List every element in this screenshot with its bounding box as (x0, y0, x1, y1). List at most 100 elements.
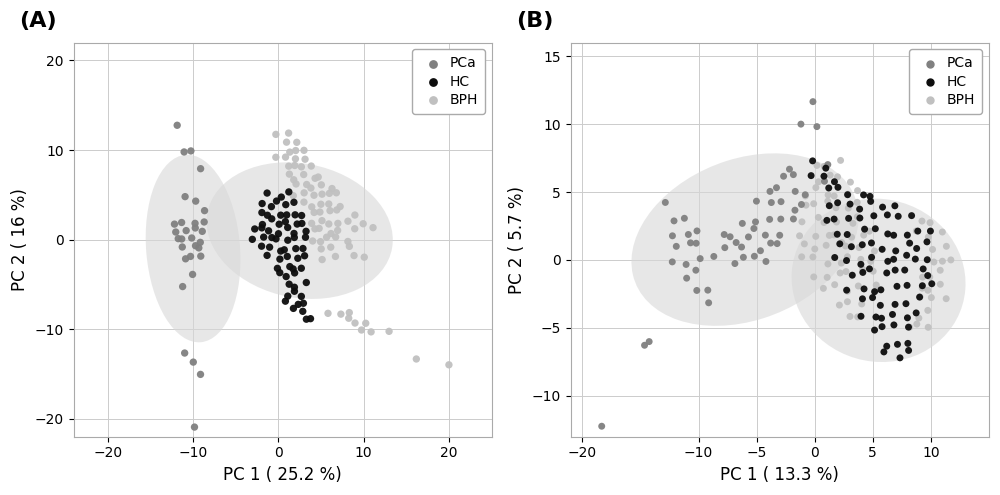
Point (809, 161, 825, 169)
Point (689, 227, 705, 235)
Point (722, 233, 738, 241)
Point (773, 215, 789, 223)
Point (898, 300, 914, 308)
X-axis label: PC 1 ( 13.3 %): PC 1 ( 13.3 %) (720, 466, 839, 484)
Legend: PCa, HC, BPH: PCa, HC, BPH (412, 50, 485, 114)
Point (787, 206, 803, 214)
Point (313, 200, 329, 208)
Point (914, 284, 930, 292)
Point (286, 283, 302, 291)
Point (186, 423, 202, 431)
Point (843, 243, 859, 250)
Point (319, 233, 335, 241)
Point (890, 212, 906, 220)
Point (290, 254, 306, 262)
Point (280, 236, 296, 244)
Point (902, 239, 918, 247)
Point (177, 193, 193, 200)
Point (865, 294, 881, 301)
Point (175, 283, 191, 291)
Point (926, 258, 942, 266)
Point (286, 176, 302, 184)
Point (347, 211, 363, 219)
Point (932, 280, 948, 288)
Point (276, 246, 292, 254)
Point (310, 173, 326, 181)
Point (838, 268, 854, 276)
Point (833, 156, 849, 164)
Point (287, 155, 303, 163)
Point (915, 273, 931, 281)
Point (174, 235, 190, 243)
Point (263, 202, 279, 210)
Point (856, 285, 872, 293)
Point (197, 207, 213, 215)
Point (857, 225, 873, 233)
Point (794, 218, 810, 226)
Point (281, 129, 297, 137)
Point (169, 121, 185, 129)
Point (832, 240, 848, 248)
Point (294, 211, 310, 219)
Point (280, 224, 296, 232)
Point (884, 310, 900, 318)
Point (273, 193, 289, 201)
Point (873, 286, 889, 294)
Point (170, 235, 186, 243)
Point (279, 138, 295, 146)
Point (340, 217, 356, 225)
Point (820, 191, 836, 199)
Point (844, 233, 860, 241)
Point (787, 188, 803, 196)
Point (899, 281, 915, 289)
Point (178, 255, 194, 263)
Point (909, 245, 925, 252)
Point (254, 224, 270, 232)
Point (286, 198, 302, 206)
Point (862, 193, 878, 200)
Point (807, 245, 823, 253)
Point (856, 231, 872, 239)
Point (821, 184, 837, 192)
Point (796, 240, 812, 248)
Point (193, 165, 209, 173)
Point (748, 197, 764, 205)
Point (872, 301, 888, 309)
Point (793, 200, 809, 208)
Point (792, 232, 808, 240)
Point (664, 258, 680, 266)
Point (837, 242, 853, 250)
Point (324, 185, 340, 193)
Point (191, 244, 207, 252)
Point (874, 246, 890, 253)
Point (287, 161, 303, 169)
Point (828, 204, 844, 212)
Point (866, 247, 882, 255)
Point (193, 252, 209, 260)
Point (820, 197, 836, 205)
Point (920, 233, 936, 241)
Ellipse shape (792, 198, 966, 362)
Point (269, 197, 285, 205)
Point (689, 287, 705, 295)
Point (185, 270, 201, 278)
Point (830, 173, 846, 181)
Point (914, 282, 930, 290)
Point (277, 297, 293, 305)
Point (819, 273, 835, 281)
Point (901, 346, 917, 354)
Point (314, 190, 330, 198)
Point (889, 341, 905, 348)
Point (839, 256, 855, 264)
Point (365, 224, 381, 232)
Point (332, 202, 348, 210)
Point (321, 190, 337, 198)
Point (259, 189, 275, 197)
Point (178, 227, 194, 235)
Point (184, 234, 200, 242)
Point (281, 188, 297, 196)
Point (839, 287, 855, 295)
Point (408, 355, 424, 363)
Point (641, 338, 657, 346)
Point (809, 123, 825, 131)
